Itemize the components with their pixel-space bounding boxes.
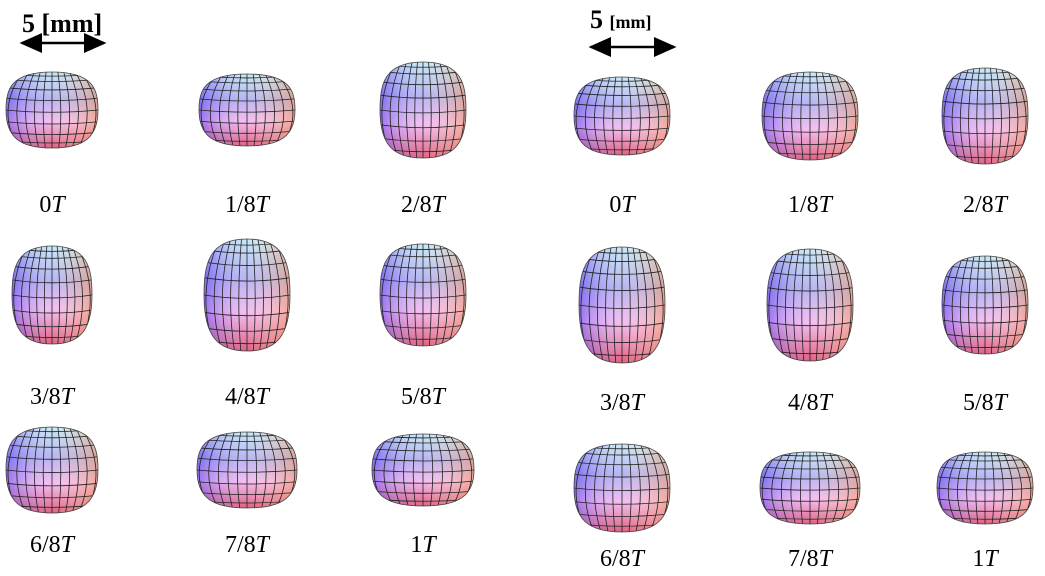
scale-unit: [mm] xyxy=(610,12,652,32)
time-coef: 1 xyxy=(972,546,984,572)
time-symbol: T xyxy=(994,390,1009,416)
droplet xyxy=(380,62,466,159)
time-coef: 3/8 xyxy=(600,390,631,416)
droplet xyxy=(942,256,1028,355)
droplet xyxy=(574,444,670,532)
time-label: 4/8T xyxy=(225,384,271,410)
time-symbol: T xyxy=(61,532,76,558)
droplet xyxy=(6,72,98,148)
time-symbol: T xyxy=(432,384,447,410)
time-label: 1/8T xyxy=(788,192,834,218)
droplet xyxy=(204,239,290,352)
scale-value: 5 xyxy=(590,5,603,34)
time-coef: 3/8 xyxy=(30,384,61,410)
time-coef: 7/8 xyxy=(225,532,256,558)
time-label: 1T xyxy=(972,546,999,572)
time-symbol: T xyxy=(994,192,1009,218)
time-symbol: T xyxy=(422,532,437,558)
time-label: 6/8T xyxy=(600,546,646,572)
droplet xyxy=(380,244,466,347)
time-label: 7/8T xyxy=(788,546,834,572)
time-label: 1T xyxy=(410,532,437,558)
figure: 5 [mm] 5 [mm] 0T1/8T2/8T3/8T4/8T5/8T6/8T… xyxy=(0,0,1045,576)
droplet xyxy=(574,77,670,155)
time-coef: 6/8 xyxy=(600,546,631,572)
time-label: 3/8T xyxy=(30,384,76,410)
time-coef: 0 xyxy=(609,192,621,218)
time-coef: 1/8 xyxy=(225,192,256,218)
droplet xyxy=(12,246,92,345)
time-label: 7/8T xyxy=(225,532,271,558)
time-coef: 1/8 xyxy=(788,192,819,218)
time-coef: 6/8 xyxy=(30,532,61,558)
time-label: 2/8T xyxy=(401,192,447,218)
droplet xyxy=(197,432,297,508)
time-label: 5/8T xyxy=(401,384,447,410)
time-coef: 5/8 xyxy=(963,390,994,416)
time-coef: 1 xyxy=(410,532,422,558)
time-symbol: T xyxy=(631,390,646,416)
time-label: 0T xyxy=(39,192,66,218)
time-label: 1/8T xyxy=(225,192,271,218)
time-coef: 5/8 xyxy=(401,384,432,410)
time-symbol: T xyxy=(819,192,834,218)
time-symbol: T xyxy=(256,384,271,410)
time-label: 4/8T xyxy=(788,390,834,416)
scale-value: 5 xyxy=(22,9,35,38)
time-label: 0T xyxy=(609,192,636,218)
time-symbol: T xyxy=(256,192,271,218)
time-label: 6/8T xyxy=(30,532,76,558)
time-symbol: T xyxy=(819,546,834,572)
time-label: 5/8T xyxy=(963,390,1009,416)
time-symbol: T xyxy=(432,192,447,218)
droplet xyxy=(6,427,98,513)
time-coef: 4/8 xyxy=(788,390,819,416)
time-symbol: T xyxy=(631,546,646,572)
time-coef: 7/8 xyxy=(788,546,819,572)
time-symbol: T xyxy=(819,390,834,416)
scale-label: 5 [mm] xyxy=(590,5,651,34)
time-label: 2/8T xyxy=(963,192,1009,218)
time-symbol: T xyxy=(984,546,999,572)
droplet xyxy=(579,247,665,364)
time-symbol: T xyxy=(61,384,76,410)
droplet xyxy=(937,452,1033,524)
scale-unit: [mm] xyxy=(42,9,103,38)
time-coef: 2/8 xyxy=(963,192,994,218)
time-coef: 4/8 xyxy=(225,384,256,410)
time-coef: 2/8 xyxy=(401,192,432,218)
droplet xyxy=(372,434,474,506)
droplet xyxy=(760,452,860,524)
droplet xyxy=(199,74,295,146)
time-symbol: T xyxy=(51,192,66,218)
scale-bars: 5 [mm] 5 [mm] xyxy=(22,5,674,47)
time-label: 3/8T xyxy=(600,390,646,416)
droplet xyxy=(767,249,853,362)
time-symbol: T xyxy=(621,192,636,218)
time-coef: 0 xyxy=(39,192,51,218)
scale-label: 5 [mm] xyxy=(22,9,102,38)
droplet xyxy=(942,68,1028,165)
droplet xyxy=(762,72,858,160)
time-symbol: T xyxy=(256,532,271,558)
